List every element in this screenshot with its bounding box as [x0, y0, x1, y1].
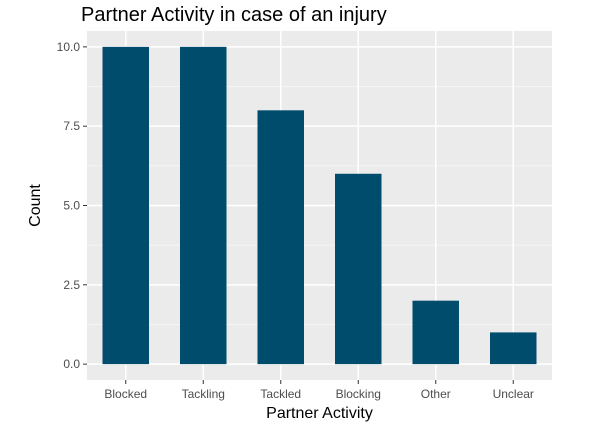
x-tick-label: Blocked — [104, 387, 147, 401]
x-axis-ticks: Blocked Tackling Tackled Blocking Other Uncle… — [104, 380, 534, 401]
bars — [102, 46, 537, 365]
y-axis-ticks: 0.0 2.5 5.0 7.5 10.0 — [57, 40, 87, 371]
y-tick-label: 10.0 — [57, 40, 81, 54]
bar-blocking — [335, 173, 382, 365]
bar-tackled — [257, 110, 304, 365]
bar-tackling — [180, 46, 227, 365]
y-axis-title: Count — [27, 184, 44, 227]
y-tick-label: 5.0 — [63, 199, 80, 213]
y-tick-label: 7.5 — [63, 119, 80, 133]
x-tick-label: Tackled — [260, 387, 301, 401]
y-tick-label: 2.5 — [63, 278, 80, 292]
y-tick-label: 0.0 — [63, 357, 80, 371]
x-tick-label: Tackling — [182, 387, 225, 401]
x-tick-label: Blocking — [336, 387, 381, 401]
x-tick-label: Other — [421, 387, 451, 401]
x-tick-label: Unclear — [493, 387, 534, 401]
chart-title: Partner Activity in case of an injury — [81, 4, 387, 26]
bar-other — [412, 300, 459, 365]
x-axis-title: Partner Activity — [266, 405, 373, 422]
grid-minor — [87, 86, 552, 325]
bar-unclear — [490, 332, 537, 365]
bar-blocked — [102, 46, 149, 365]
